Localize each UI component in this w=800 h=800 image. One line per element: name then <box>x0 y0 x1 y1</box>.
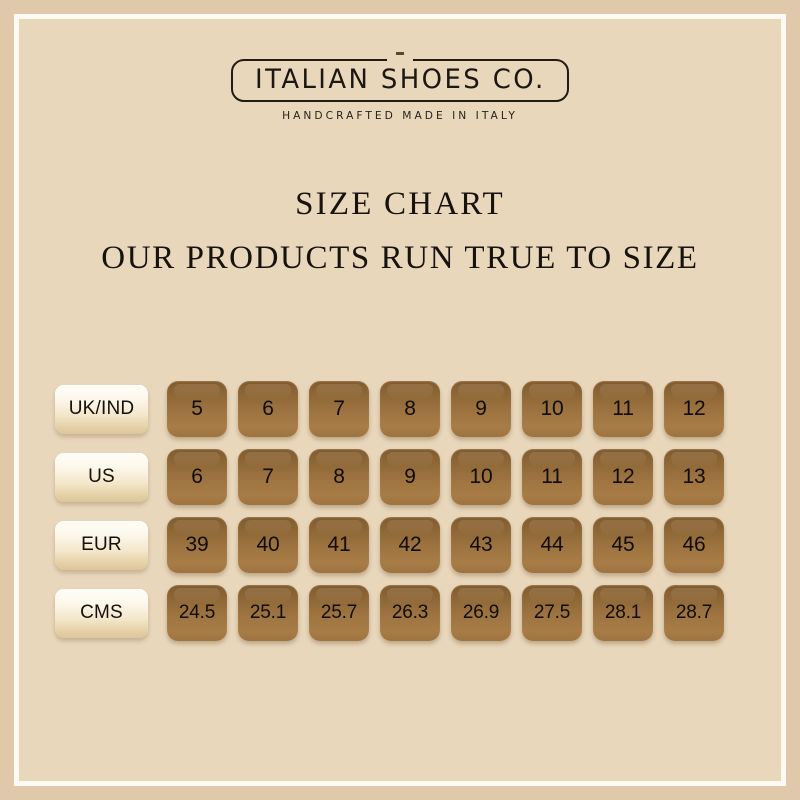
size-cell: 9 <box>451 381 511 437</box>
row-label-eur: EUR <box>55 520 148 570</box>
brand-name: ITALIAN SHOES CO. <box>254 64 546 95</box>
table-row: CMS 24.5 25.1 25.7 26.3 26.9 27.5 28.1 2… <box>55 579 763 647</box>
size-cell: 25.7 <box>309 585 369 641</box>
size-cell: 42 <box>380 517 440 573</box>
brand-logo-box: ITALIAN SHOES CO. <box>230 52 570 103</box>
size-cell: 39 <box>167 517 227 573</box>
size-cell: 46 <box>664 517 724 573</box>
size-cell: 5 <box>167 381 227 437</box>
table-row: EUR 39 40 41 42 43 44 45 46 <box>55 511 763 579</box>
page-title: SIZE CHART <box>295 186 505 222</box>
size-cell: 26.9 <box>451 585 511 641</box>
size-cell: 12 <box>664 381 724 437</box>
size-cell: 9 <box>380 449 440 505</box>
row-values-uk-ind: 5 6 7 8 9 10 11 12 <box>167 381 763 437</box>
brand-tagline: HANDCRAFTED MADE IN ITALY <box>282 109 518 123</box>
page-subtitle: OUR PRODUCTS RUN TRUE TO SIZE <box>101 240 699 277</box>
row-label-cms: CMS <box>55 588 148 638</box>
size-cell: 6 <box>238 381 298 437</box>
poster-inner-field: ITALIAN SHOES CO. HANDCRAFTED MADE IN IT… <box>19 19 781 781</box>
size-cell: 24.5 <box>167 585 227 641</box>
brand-logo: ITALIAN SHOES CO. HANDCRAFTED MADE IN IT… <box>19 52 781 123</box>
size-cell: 11 <box>593 381 653 437</box>
size-cell: 13 <box>664 449 724 505</box>
size-cell: 28.7 <box>664 585 724 641</box>
row-values-eur: 39 40 41 42 43 44 45 46 <box>167 517 763 573</box>
size-cell: 6 <box>167 449 227 505</box>
size-table: UK/IND 5 6 7 8 9 10 11 12 US 6 7 8 <box>55 375 763 647</box>
size-cell: 27.5 <box>522 585 582 641</box>
size-cell: 45 <box>593 517 653 573</box>
size-cell: 26.3 <box>380 585 440 641</box>
size-cell: 41 <box>309 517 369 573</box>
size-cell: 40 <box>238 517 298 573</box>
size-cell: 8 <box>380 381 440 437</box>
size-cell: 10 <box>522 381 582 437</box>
size-cell: 8 <box>309 449 369 505</box>
logo-notch-icon <box>387 58 413 63</box>
size-cell: 12 <box>593 449 653 505</box>
heading-block: SIZE CHART OUR PRODUCTS RUN TRUE TO SIZE <box>19 184 781 280</box>
size-cell: 28.1 <box>593 585 653 641</box>
size-cell: 7 <box>309 381 369 437</box>
row-values-cms: 24.5 25.1 25.7 26.3 26.9 27.5 28.1 28.7 <box>167 585 763 641</box>
row-values-us: 6 7 8 9 10 11 12 13 <box>167 449 763 505</box>
size-cell: 43 <box>451 517 511 573</box>
row-label-us: US <box>55 452 148 502</box>
size-cell: 44 <box>522 517 582 573</box>
logo-tick-icon <box>396 52 404 55</box>
row-label-uk-ind: UK/IND <box>55 384 148 434</box>
size-cell: 7 <box>238 449 298 505</box>
table-row: US 6 7 8 9 10 11 12 13 <box>55 443 763 511</box>
size-cell: 10 <box>451 449 511 505</box>
size-cell: 11 <box>522 449 582 505</box>
table-row: UK/IND 5 6 7 8 9 10 11 12 <box>55 375 763 443</box>
size-cell: 25.1 <box>238 585 298 641</box>
